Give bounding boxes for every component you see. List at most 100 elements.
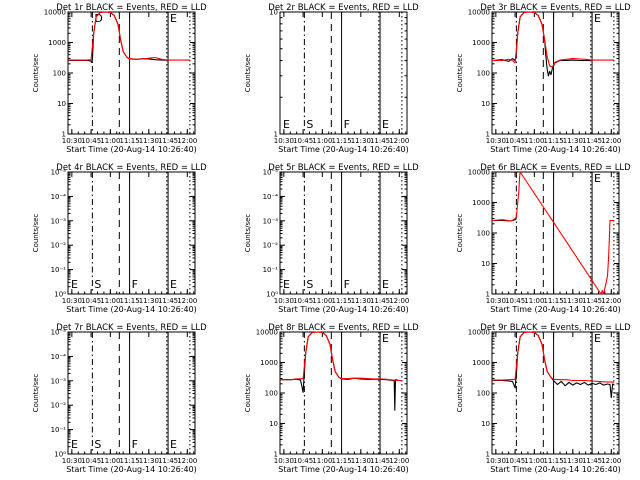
plot-frame <box>279 11 408 135</box>
y-tick-label: 100 <box>477 70 490 78</box>
x-tick-label: 12:00 <box>389 137 409 145</box>
plot-frame <box>279 171 408 295</box>
y-tick-label: 10000 <box>44 9 66 17</box>
y-tick-label: 10⁻³ <box>51 217 67 225</box>
y-tick-label: 100 <box>477 230 490 238</box>
plot-frame <box>491 11 620 135</box>
y-axis-label: Counts/sec <box>456 214 464 253</box>
x-axis-label: Start Time (20-Aug-14 10:26:40) <box>66 145 197 154</box>
x-tick-label: 11:30 <box>351 137 371 145</box>
y-tick-label: 10⁻⁵ <box>51 329 67 337</box>
chart-panel: Det 8r BLACK = Events, RED = LLD 1 10 100 10… <box>244 323 419 474</box>
y-tick-label: 1 <box>486 291 490 299</box>
x-tick-label: 12:00 <box>389 457 409 465</box>
event-marker-label: E <box>594 172 601 185</box>
x-tick-label: 11:15 <box>543 297 563 305</box>
x-tick-label: 11:00 <box>524 137 544 145</box>
event-marker-label: S <box>94 438 101 451</box>
x-tick-label: 11:15 <box>119 297 139 305</box>
y-tick-label: 10⁻¹ <box>51 266 67 274</box>
x-tick-label: 11:30 <box>139 457 159 465</box>
x-axis-label: Start Time (20-Aug-14 10:26:40) <box>490 465 621 474</box>
x-tick-label: 12:00 <box>389 297 409 305</box>
chart-panel: Det 6r BLACK = Events, RED = LLD 1 10 100 10… <box>456 163 631 314</box>
x-tick-label: 11:15 <box>543 137 563 145</box>
y-axis-label: Counts/sec <box>456 374 464 413</box>
chart-title: Det 4r BLACK = Events, RED = LLD <box>56 163 207 173</box>
x-tick-label: 11:00 <box>312 457 332 465</box>
y-tick-label: 10⁻² <box>51 402 67 410</box>
x-tick-label: 10:45 <box>81 297 101 305</box>
x-tick-label: 11:30 <box>139 137 159 145</box>
event-marker-label: E <box>170 12 177 25</box>
x-tick-label: 10:30 <box>62 297 82 305</box>
plot-frame <box>67 11 196 135</box>
x-tick-label: 11:00 <box>312 297 332 305</box>
x-axis-label: Start Time (20-Aug-14 10:26:40) <box>66 305 197 314</box>
y-axis-label: Counts/sec <box>244 214 252 253</box>
x-tick-label: 11:00 <box>524 457 544 465</box>
y-tick-label: 100 <box>477 390 490 398</box>
y-tick-label: 10000 <box>468 9 490 17</box>
x-tick-label: 10:30 <box>274 457 294 465</box>
event-marker-label: E <box>382 278 389 291</box>
x-tick-label: 11:30 <box>563 297 583 305</box>
y-tick-label: 10 <box>481 420 490 428</box>
y-tick-label: 10⁻² <box>263 242 279 250</box>
y-tick-label: 10⁰ <box>266 291 278 299</box>
y-tick-label: 1 <box>274 451 278 459</box>
event-marker-label: F <box>132 278 138 291</box>
y-tick-label: 10 <box>269 9 278 17</box>
x-tick-label: 10:30 <box>274 137 294 145</box>
x-tick-label: 10:45 <box>293 457 313 465</box>
series-line <box>491 171 614 295</box>
y-tick-label: 10 <box>57 100 66 108</box>
chart-title: Det 3r BLACK = Events, RED = LLD <box>480 3 631 13</box>
y-tick-label: 10⁻¹ <box>263 266 279 274</box>
x-tick-label: 11:45 <box>370 457 390 465</box>
x-tick-label: 11:15 <box>119 457 139 465</box>
y-axis-label: Counts/sec <box>456 54 464 93</box>
x-tick-label: 11:45 <box>582 457 602 465</box>
y-tick-label: 100 <box>53 70 66 78</box>
x-tick-label: 10:45 <box>293 297 313 305</box>
series-line <box>68 11 190 61</box>
x-tick-label: 11:15 <box>331 457 351 465</box>
y-axis-label: Counts/sec <box>32 374 40 413</box>
chart-panel: Det 5r BLACK = Events, RED = LLD 10⁰ 10⁻¹ 1… <box>244 163 419 314</box>
y-tick-label: 10⁰ <box>54 291 66 299</box>
y-tick-label: 10⁻⁴ <box>51 353 67 361</box>
x-tick-label: 11:15 <box>331 297 351 305</box>
y-tick-label: 10000 <box>256 329 278 337</box>
x-tick-label: 10:30 <box>486 297 506 305</box>
y-tick-label: 1000 <box>472 359 490 367</box>
series-line <box>280 331 402 382</box>
x-tick-label: 11:45 <box>158 457 178 465</box>
x-tick-label: 10:45 <box>505 457 525 465</box>
x-tick-label: 11:15 <box>543 457 563 465</box>
plot-frame <box>67 331 196 455</box>
event-marker-label: E <box>594 12 601 25</box>
x-tick-label: 11:45 <box>158 297 178 305</box>
x-tick-label: 10:45 <box>81 457 101 465</box>
x-tick-label: 12:00 <box>601 297 621 305</box>
x-axis-label: Start Time (20-Aug-14 10:26:40) <box>278 145 409 154</box>
event-marker-label: E <box>382 118 389 131</box>
plot-frame <box>491 331 620 455</box>
y-tick-label: 1000 <box>48 39 66 47</box>
y-axis-label: Counts/sec <box>244 374 252 413</box>
y-tick-label: 10⁻³ <box>263 217 279 225</box>
x-tick-label: 11:45 <box>158 137 178 145</box>
y-tick-label: 1000 <box>472 199 490 207</box>
y-tick-label: 1 <box>486 451 490 459</box>
event-marker-label: E <box>594 332 601 345</box>
x-tick-label: 11:45 <box>370 297 390 305</box>
x-tick-label: 11:45 <box>582 137 602 145</box>
y-tick-label: 10000 <box>468 169 490 177</box>
y-axis-label: Counts/sec <box>244 54 252 93</box>
x-tick-label: 11:30 <box>563 457 583 465</box>
y-tick-label: 10⁻⁴ <box>263 193 279 201</box>
chart-panel: Det 4r BLACK = Events, RED = LLD 10⁰ 10⁻¹ 1… <box>32 163 207 314</box>
x-tick-label: 12:00 <box>177 137 197 145</box>
x-tick-label: 10:45 <box>505 297 525 305</box>
